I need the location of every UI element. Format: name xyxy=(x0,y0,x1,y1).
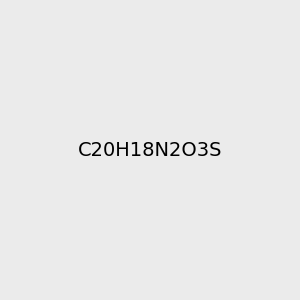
Text: C20H18N2O3S: C20H18N2O3S xyxy=(78,140,222,160)
